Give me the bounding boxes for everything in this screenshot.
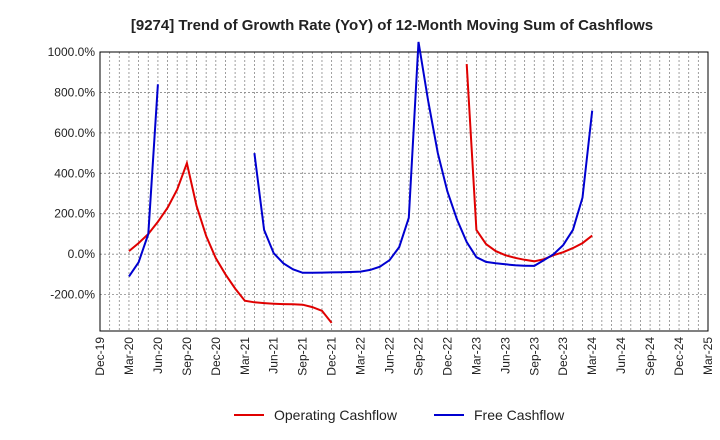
x-tick-label: Sep-21 [296,337,310,376]
series-line-operating-cashflow [128,159,333,324]
series-line-free-cashflow [128,84,159,277]
y-tick-label: 800.0% [54,85,95,99]
x-tick-label: Sep-24 [643,337,657,376]
y-tick-label: 400.0% [54,166,95,180]
x-tick-label: Dec-24 [672,337,686,376]
x-tick-label: Mar-20 [122,337,136,375]
x-tick-label: Mar-22 [354,337,368,375]
plot-frame [99,51,709,332]
x-tick-label: Mar-23 [469,337,483,375]
y-tick-label: 1000.0% [48,45,96,59]
x-tick-label: Dec-20 [209,337,223,376]
grid [100,51,708,331]
series-layer [128,41,594,324]
x-tick-label: Sep-22 [411,337,425,376]
chart-title: [9274] Trend of Growth Rate (YoY) of 12-… [131,17,653,34]
x-tick-label: Dec-22 [440,337,454,376]
x-tick-label: Mar-25 [701,337,715,375]
x-tick-label: Dec-19 [93,337,107,376]
series-line-operating-cashflow [465,64,593,263]
y-tick-label: 600.0% [54,126,95,140]
x-tick-label: Mar-21 [238,337,252,375]
x-tick-label: Dec-23 [556,337,570,376]
x-tick-label: Jun-22 [383,337,397,374]
x-axis: Dec-19 Mar-20 Jun-20 Sep-20 Dec-20 Mar-21 Jun-… [93,337,715,376]
legend: Operating Cashflow Free Cashflow [234,407,565,423]
x-tick-label: Jun-23 [498,337,512,374]
y-tick-label: -200.0% [50,288,95,302]
x-tick-label: Dec-21 [325,337,339,376]
x-tick-label: Sep-20 [180,337,194,376]
legend-label: Operating Cashflow [274,407,398,423]
x-tick-label: Jun-20 [151,337,165,374]
y-axis: -200.0% 0.0% 200.0% 400.0% 600.0% 800.0% 1000.… [48,45,96,302]
legend-label: Free Cashflow [474,407,565,423]
x-tick-label: Mar-24 [585,337,599,375]
series-line-free-cashflow [253,41,594,274]
y-tick-label: 200.0% [54,207,95,221]
x-tick-label: Jun-21 [267,337,281,374]
x-tick-label: Sep-23 [527,337,541,376]
y-tick-label: 0.0% [68,247,96,261]
x-tick-label: Jun-24 [614,337,628,374]
